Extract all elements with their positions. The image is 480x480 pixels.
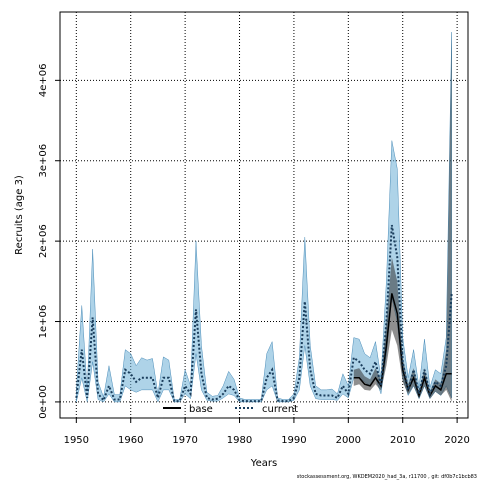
plot-frame [59, 11, 469, 419]
x-tick-label: 1970 [172, 435, 197, 446]
y-tick-label: 4e+06 [38, 64, 49, 98]
y-axis: 0e+00 1e+06 2e+06 3e+06 4e+06 [38, 64, 60, 419]
x-tick-label: 1990 [281, 435, 306, 446]
current-series-line [75, 224, 453, 403]
x-tick-label: 1980 [227, 435, 252, 446]
x-tick-label: 2010 [390, 435, 415, 446]
legend-current-label: current [262, 404, 298, 415]
y-tick-label: 0e+00 [38, 385, 49, 419]
x-tick-label: 2020 [444, 435, 469, 446]
legend-base-label: base [189, 404, 213, 415]
x-tick-label: 1960 [118, 435, 143, 446]
y-tick-label: 1e+06 [38, 305, 49, 339]
x-tick-label: 2000 [336, 435, 361, 446]
series-lines [75, 224, 453, 403]
y-tick-label: 2e+06 [38, 224, 49, 258]
footer-credit: stockassessment.org, WKDEM2020_had_3a, r… [297, 474, 477, 480]
base-series-line [353, 293, 452, 399]
x-tick-label: 1950 [64, 435, 89, 446]
x-axis: 1950 1960 1970 1980 1990 2000 2010 2020 [64, 418, 470, 446]
legend: base current [163, 404, 298, 415]
confidence-bands [76, 32, 452, 403]
x-axis-title: Years [250, 458, 277, 469]
y-tick-label: 3e+06 [38, 144, 49, 178]
y-axis-title: Recruits (age 3) [14, 175, 25, 255]
